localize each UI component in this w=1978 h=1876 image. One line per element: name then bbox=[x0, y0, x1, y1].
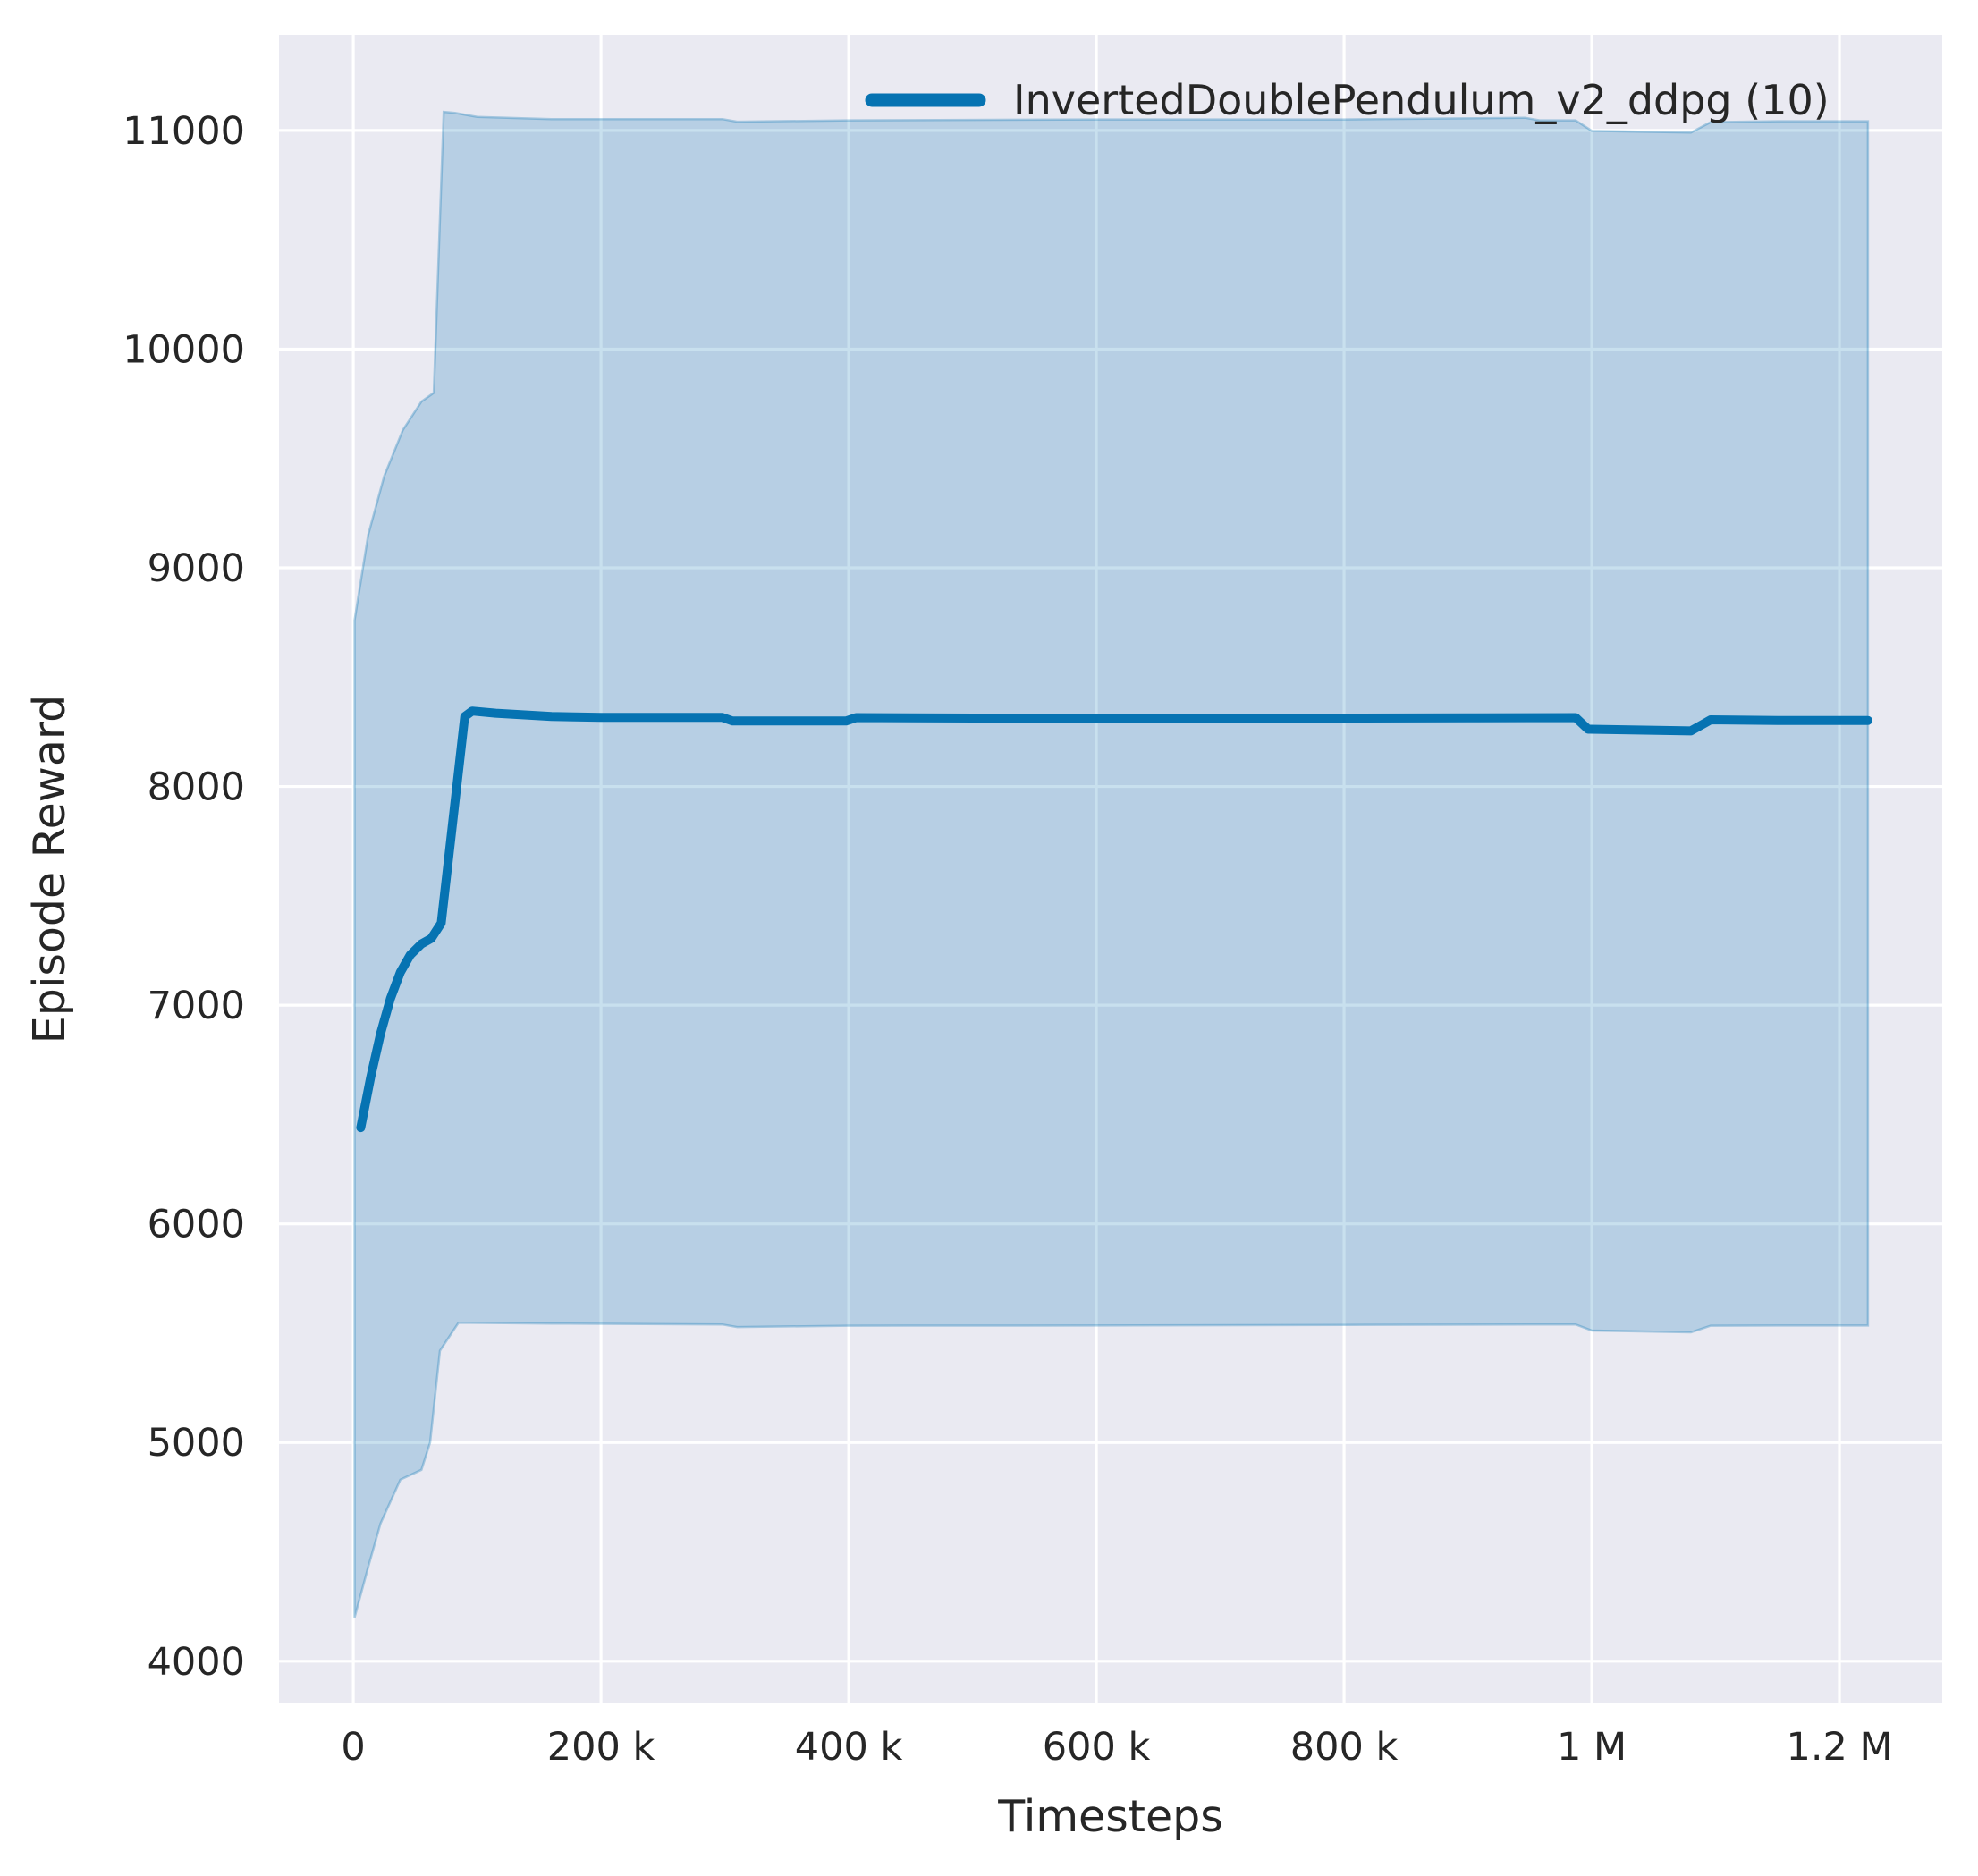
y-tick-labels: 4000 5000 6000 7000 8000 9000 10000 11000 bbox=[123, 109, 245, 1685]
y-tick-label: 8000 bbox=[148, 765, 245, 810]
y-tick-label: 6000 bbox=[148, 1203, 245, 1247]
y-tick-label: 9000 bbox=[148, 546, 245, 591]
plot-background bbox=[279, 35, 1942, 1703]
y-tick-label: 10000 bbox=[123, 327, 245, 372]
confidence-band bbox=[353, 110, 1870, 1618]
y-tick-label: 7000 bbox=[148, 984, 245, 1028]
mean-line bbox=[356, 706, 1872, 1133]
x-axis-label: Timesteps bbox=[997, 1791, 1222, 1842]
x-tick-label: 600 k bbox=[1043, 1725, 1151, 1770]
x-tick-label: 1.2 M bbox=[1786, 1725, 1892, 1770]
legend: InvertedDoublePendulum_v2_ddpg (10) bbox=[865, 76, 1830, 124]
x-tick-label: 0 bbox=[341, 1725, 365, 1770]
x-tick-label: 200 k bbox=[547, 1725, 655, 1770]
grid-layer bbox=[279, 35, 1942, 1703]
x-tick-labels: 0 200 k 400 k 600 k 800 k 1 M 1.2 M bbox=[341, 1725, 1892, 1770]
x-tick-label: 800 k bbox=[1290, 1725, 1399, 1770]
y-tick-label: 5000 bbox=[148, 1421, 245, 1466]
x-tick-label: 1 M bbox=[1557, 1725, 1627, 1770]
y-tick-label: 4000 bbox=[148, 1640, 245, 1685]
x-tick-label: 400 k bbox=[795, 1725, 903, 1770]
y-axis-label: Episode Reward bbox=[24, 695, 75, 1044]
legend-label: InvertedDoublePendulum_v2_ddpg (10) bbox=[1013, 76, 1830, 124]
y-tick-label: 11000 bbox=[123, 109, 245, 154]
